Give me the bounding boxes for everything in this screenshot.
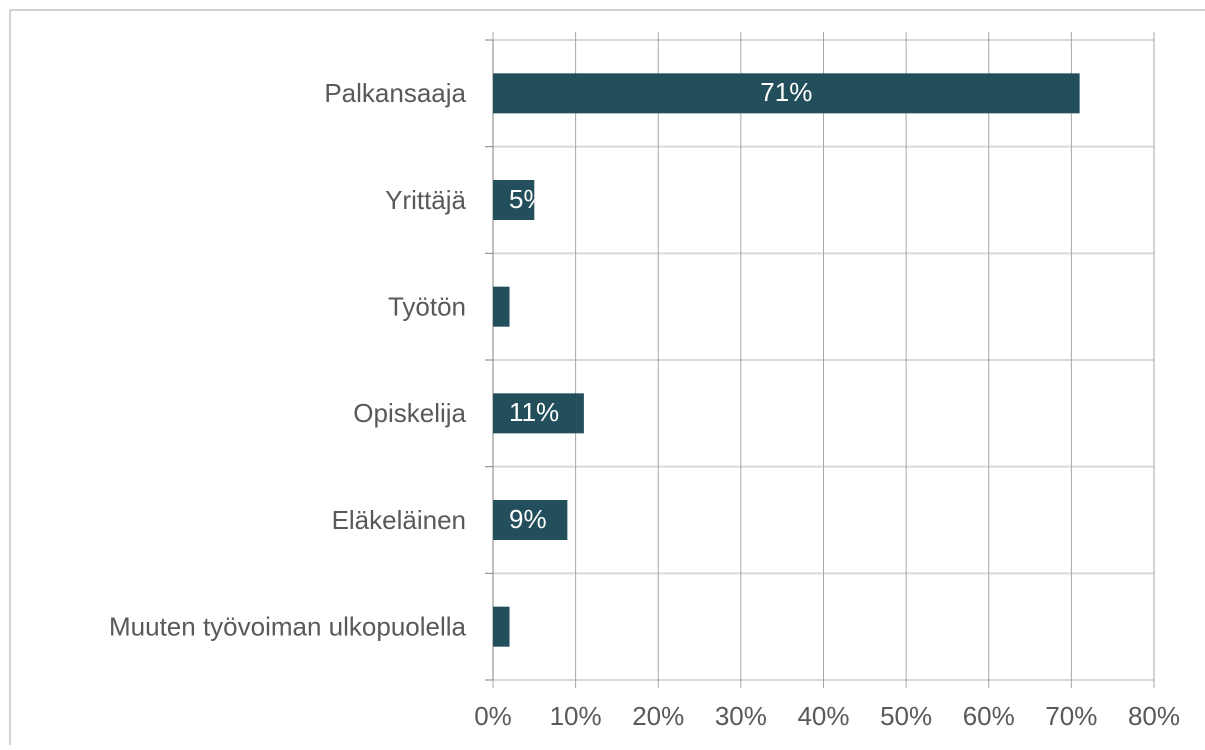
- bar: [493, 393, 584, 434]
- x-tick-label: 20%: [632, 701, 684, 731]
- x-tick-label: 0%: [474, 701, 512, 731]
- x-tick-label: 40%: [797, 701, 849, 731]
- data-label: 2%: [509, 611, 547, 641]
- data-label: 11%: [509, 397, 559, 427]
- data-label: 5%: [509, 184, 547, 214]
- y-tick-label: Opiskelija: [353, 398, 466, 428]
- bar: [493, 73, 1080, 114]
- x-tick-label: 30%: [715, 701, 767, 731]
- x-tick-label: 50%: [880, 701, 932, 731]
- bar: [493, 180, 535, 220]
- bar: [493, 500, 568, 540]
- bar: [493, 286, 510, 327]
- bar: [493, 606, 510, 647]
- x-tick-label: 60%: [963, 701, 1015, 731]
- x-tick-label: 10%: [550, 701, 602, 731]
- y-tick-label: Palkansaaja: [324, 78, 466, 108]
- y-tick-label: Työtön: [388, 292, 466, 322]
- y-tick-label: Eläkeläinen: [332, 505, 466, 535]
- x-tick-label: 80%: [1128, 701, 1180, 731]
- y-tick-label: Muuten työvoiman ulkopuolella: [109, 612, 467, 642]
- data-label: 2%: [509, 291, 547, 321]
- y-tick-label: Yrittäjä: [385, 185, 466, 215]
- x-tick-label: 70%: [1045, 701, 1097, 731]
- data-label: 71%: [760, 77, 812, 107]
- data-label: 9%: [509, 504, 547, 534]
